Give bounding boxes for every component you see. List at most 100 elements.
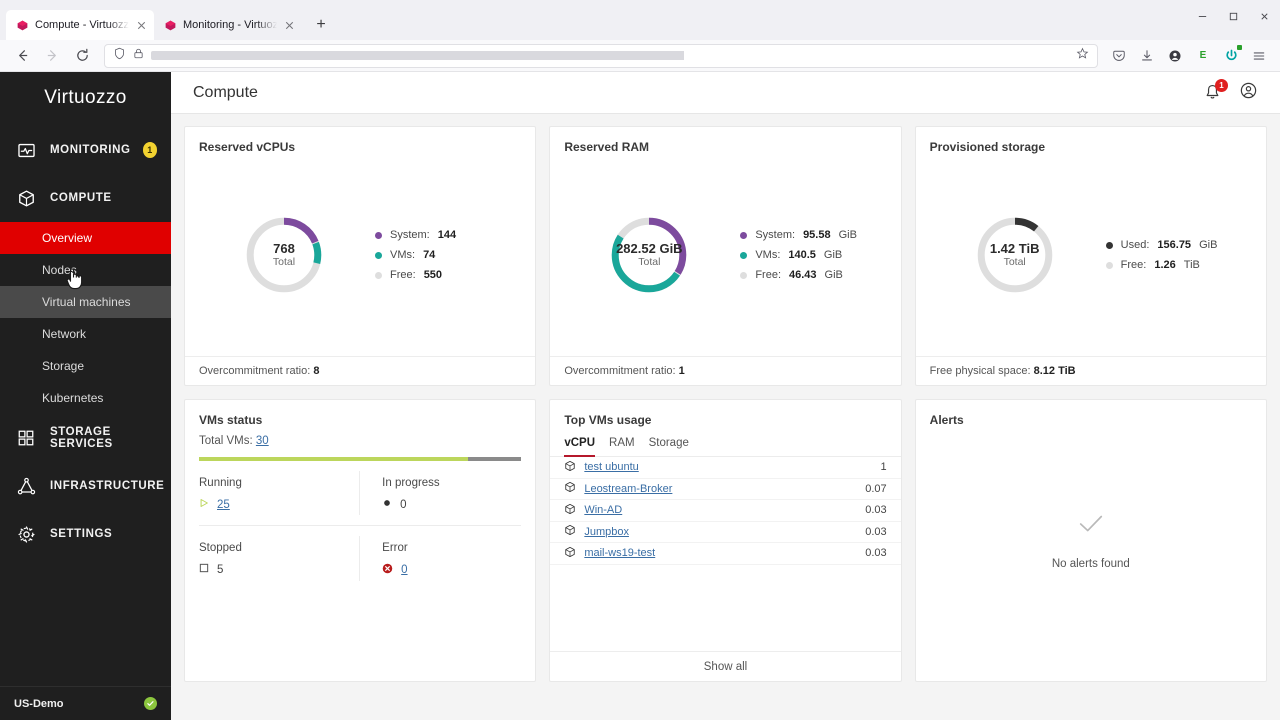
running-count-link[interactable]: 25 bbox=[217, 498, 230, 511]
sidebar-item-overview[interactable]: Overview bbox=[0, 222, 171, 254]
extension-e-label: E bbox=[1199, 50, 1207, 61]
sidebar-item-monitoring[interactable]: MONITORING 1 bbox=[0, 126, 171, 174]
vm-cube-icon bbox=[564, 481, 576, 496]
reload-button[interactable] bbox=[68, 43, 96, 69]
sidebar-item-network[interactable]: Network bbox=[42, 327, 87, 341]
tab-strip: Compute - Virtuozzo Hybrid Inf Monitorin… bbox=[0, 0, 1280, 40]
bell-icon bbox=[1206, 84, 1219, 99]
extension-e-icon[interactable]: E bbox=[1190, 44, 1216, 68]
status-cell-running: Running 25 bbox=[199, 461, 361, 526]
maximize-button[interactable] bbox=[1218, 0, 1249, 32]
address-bar[interactable] bbox=[104, 43, 1098, 68]
legend-item: System: 144 bbox=[375, 229, 456, 241]
sidebar-item-storage[interactable]: Storage bbox=[42, 359, 85, 373]
browser-tab-1[interactable]: Compute - Virtuozzo Hybrid Inf bbox=[6, 10, 154, 40]
sidebar-item-kubernetes[interactable]: Kubernetes bbox=[42, 391, 104, 405]
new-tab-button[interactable]: + bbox=[316, 16, 326, 33]
tab-close-icon[interactable] bbox=[283, 19, 296, 32]
legend-dot bbox=[375, 231, 382, 239]
sidebar-item-label: COMPUTE bbox=[50, 192, 112, 204]
legend-unit: TiB bbox=[1183, 259, 1200, 271]
list-item[interactable]: mail-ws19-test 0.03 bbox=[550, 543, 901, 565]
donut-center-label: 1.42 TiB Total bbox=[972, 212, 1058, 298]
legend-dot bbox=[740, 271, 748, 279]
url-text[interactable] bbox=[151, 51, 1070, 60]
tab-vcpu[interactable]: vCPU bbox=[564, 437, 595, 457]
forward-button[interactable] bbox=[38, 43, 66, 69]
sidebar-item-settings[interactable]: SETTINGS bbox=[0, 510, 171, 558]
vm-name[interactable]: mail-ws19-test bbox=[584, 547, 656, 560]
cluster-name: US-Demo bbox=[14, 697, 64, 710]
card-title: Reserved RAM bbox=[564, 140, 650, 154]
vm-value: 1 bbox=[880, 461, 887, 474]
card-title: Top VMs usage bbox=[564, 413, 652, 427]
total-vms-link[interactable]: 30 bbox=[255, 435, 269, 447]
grid-icon bbox=[14, 429, 38, 447]
vm-cube-icon bbox=[564, 546, 576, 561]
vm-name[interactable]: Jumpbox bbox=[584, 525, 629, 538]
list-item[interactable]: Jumpbox 0.03 bbox=[550, 522, 901, 543]
legend-label: Free: bbox=[755, 269, 782, 281]
downloads-icon[interactable] bbox=[1134, 44, 1160, 68]
status-value-row: 0 bbox=[382, 563, 521, 577]
in-progress-count: 0 bbox=[400, 498, 407, 511]
browser-tab-2[interactable]: Monitoring - Virtuozzo Hybrid I bbox=[154, 10, 302, 40]
tab-storage[interactable]: Storage bbox=[648, 437, 689, 449]
browser-toolbar: E bbox=[0, 40, 1280, 72]
tab-ram[interactable]: RAM bbox=[609, 437, 635, 449]
status-bar-running bbox=[199, 457, 468, 461]
sidebar-item-infrastructure[interactable]: INFRASTRUCTURE bbox=[0, 462, 171, 510]
vm-name[interactable]: Leostream-Broker bbox=[584, 482, 673, 495]
notifications-button[interactable]: 1 bbox=[1203, 78, 1228, 103]
vm-cube-icon bbox=[564, 524, 576, 539]
vm-value: 0.03 bbox=[865, 504, 887, 517]
user-avatar-icon[interactable] bbox=[1239, 81, 1258, 105]
card-footer: Free physical space: 8.12 TiB bbox=[915, 356, 1266, 385]
sidebar-item-storage-services[interactable]: STORAGE SERVICES bbox=[0, 414, 171, 462]
gear-icon bbox=[14, 525, 38, 544]
sidebar-footer[interactable]: US-Demo bbox=[0, 686, 171, 720]
extension-teal-icon[interactable] bbox=[1218, 44, 1244, 68]
list-item[interactable]: Win-AD 0.03 bbox=[550, 500, 901, 522]
pocket-icon[interactable] bbox=[1106, 44, 1132, 68]
alerts-empty-state: No alerts found bbox=[916, 427, 1266, 681]
lock-icon[interactable] bbox=[132, 47, 145, 65]
app-menu-icon[interactable] bbox=[1246, 44, 1272, 68]
legend-dot bbox=[375, 271, 382, 279]
vm-name[interactable]: Win-AD bbox=[584, 504, 623, 517]
tab-close-icon[interactable] bbox=[135, 19, 148, 32]
status-label: Stopped bbox=[199, 542, 242, 554]
vm-name[interactable]: test ubuntu bbox=[584, 461, 639, 474]
card-body: 282.52 GiB Total System: 95.58 bbox=[550, 154, 900, 356]
card-reserved-ram: Reserved RAM 28 bbox=[549, 126, 902, 386]
error-count-link[interactable]: 0 bbox=[401, 564, 408, 576]
page-title: Compute bbox=[193, 83, 258, 101]
sidebar-item-nodes[interactable]: Nodes bbox=[42, 263, 77, 277]
sidebar-item-label: INFRASTRUCTURE bbox=[50, 480, 165, 492]
sidebar-item-label: SETTINGS bbox=[50, 528, 113, 540]
sidebar-item-virtual-machines[interactable]: Virtual machines bbox=[0, 286, 171, 318]
list-item[interactable]: Leostream-Broker 0.07 bbox=[550, 479, 901, 500]
dot-icon bbox=[382, 498, 392, 511]
list-item[interactable]: test ubuntu 1 bbox=[550, 457, 901, 479]
card-provisioned-storage: Provisioned storage 1.42 TiB bbox=[914, 126, 1267, 386]
tab-title: Monitoring - Virtuozzo Hybrid I bbox=[183, 19, 277, 31]
back-button[interactable] bbox=[8, 43, 36, 69]
error-circle-icon bbox=[382, 563, 393, 577]
show-all-button[interactable]: Show all bbox=[550, 651, 901, 681]
page-header: Compute 1 bbox=[171, 72, 1280, 114]
footer-value: 8.12 TiB bbox=[1033, 365, 1076, 377]
bookmark-star-icon[interactable] bbox=[1076, 47, 1089, 65]
card-title: Provisioned storage bbox=[929, 140, 1046, 154]
legend-label: VMs: bbox=[755, 249, 781, 261]
status-label: In progress bbox=[382, 477, 440, 489]
close-button[interactable] bbox=[1249, 0, 1280, 32]
minimize-button[interactable] bbox=[1187, 0, 1218, 32]
storage-donut-chart: 1.42 TiB Total bbox=[972, 212, 1058, 298]
sidebar-item-compute[interactable]: COMPUTE bbox=[0, 174, 171, 222]
card-title: Reserved vCPUs bbox=[199, 140, 296, 154]
shield-icon[interactable] bbox=[113, 47, 126, 65]
account-icon[interactable] bbox=[1162, 44, 1188, 68]
notification-badge: 1 bbox=[1215, 78, 1228, 92]
